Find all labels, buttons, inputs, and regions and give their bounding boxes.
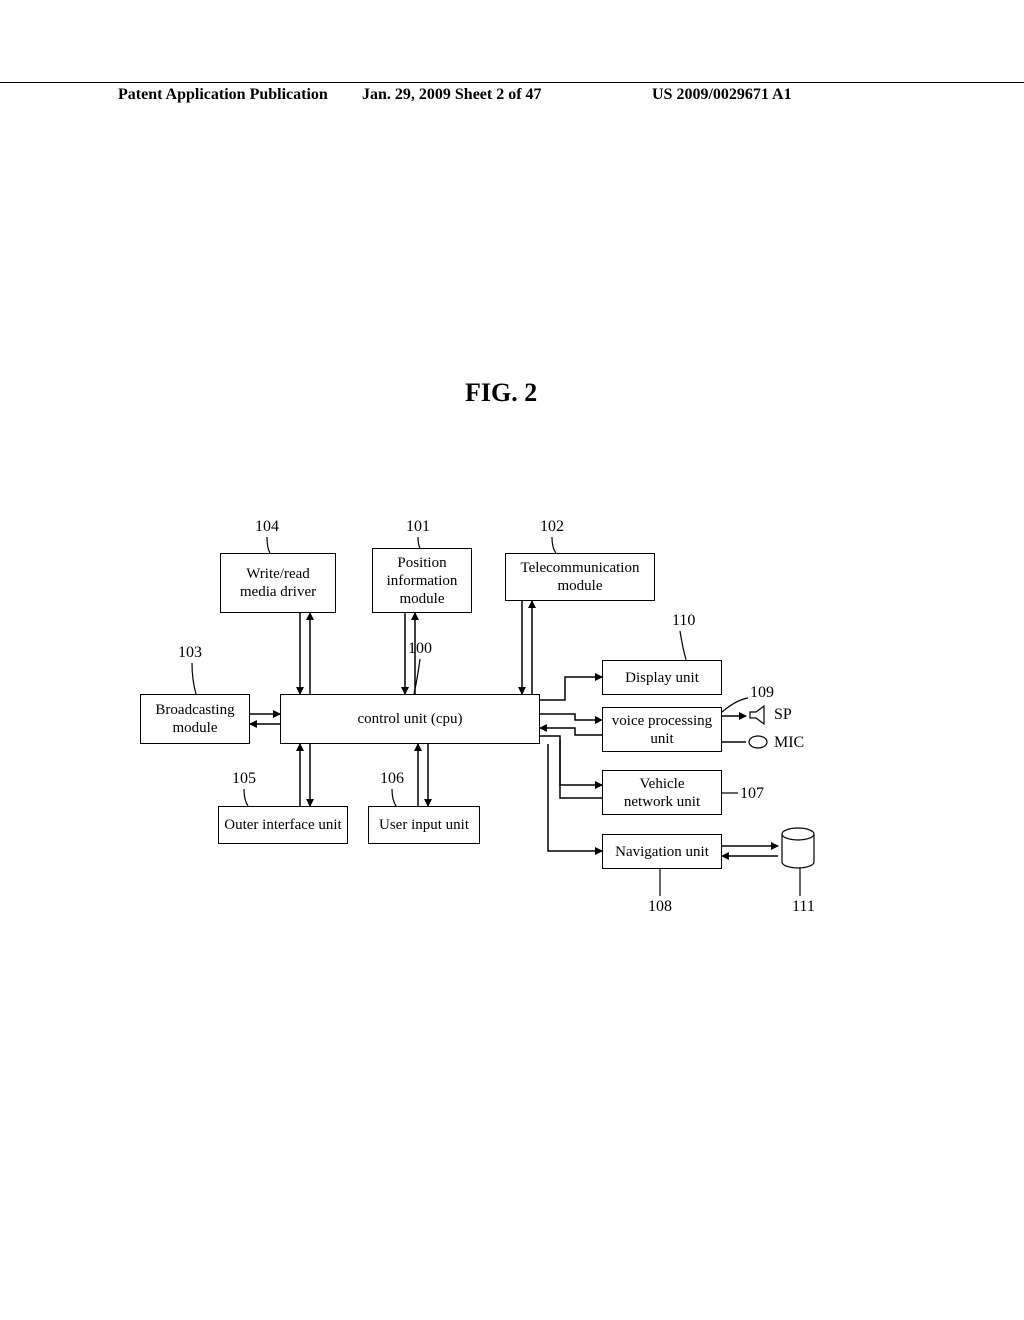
box-write-read: Write/readmedia driver	[220, 553, 336, 613]
speaker-icon	[750, 706, 764, 724]
box-control-unit: control unit (cpu)	[280, 694, 540, 744]
ref-100: 100	[408, 640, 432, 658]
box-voice-processing: voice processingunit	[602, 707, 722, 752]
ref-101: 101	[406, 518, 430, 536]
label-mic: MIC	[774, 734, 804, 752]
ref-108: 108	[648, 898, 672, 916]
mic-icon	[749, 736, 767, 748]
patent-page: Patent Application Publication Jan. 29, …	[0, 0, 1024, 1320]
ref-106: 106	[380, 770, 404, 788]
ref-102: 102	[540, 518, 564, 536]
database-cylinder-icon	[782, 828, 814, 868]
header-right: US 2009/0029671 A1	[652, 86, 792, 104]
connections-overlay	[0, 0, 1024, 1320]
ref-110: 110	[672, 612, 695, 630]
ref-104: 104	[255, 518, 279, 536]
figure-title: FIG. 2	[465, 378, 537, 408]
header-left: Patent Application Publication	[118, 86, 328, 104]
ref-107: 107	[740, 785, 764, 803]
ref-105: 105	[232, 770, 256, 788]
box-broadcasting: Broadcastingmodule	[140, 694, 250, 744]
box-navigation: Navigation unit	[602, 834, 722, 869]
box-vehicle-network: Vehiclenetwork unit	[602, 770, 722, 815]
box-display-unit: Display unit	[602, 660, 722, 695]
ref-109: 109	[750, 684, 774, 702]
box-user-input: User input unit	[368, 806, 480, 844]
box-position-info: Positioninformationmodule	[372, 548, 472, 613]
box-outer-interface: Outer interface unit	[218, 806, 348, 844]
ref-111: 111	[792, 898, 815, 916]
header-center: Jan. 29, 2009 Sheet 2 of 47	[362, 86, 542, 104]
ref-103: 103	[178, 644, 202, 662]
box-telecom: Telecommunicationmodule	[505, 553, 655, 601]
label-sp: SP	[774, 706, 792, 724]
